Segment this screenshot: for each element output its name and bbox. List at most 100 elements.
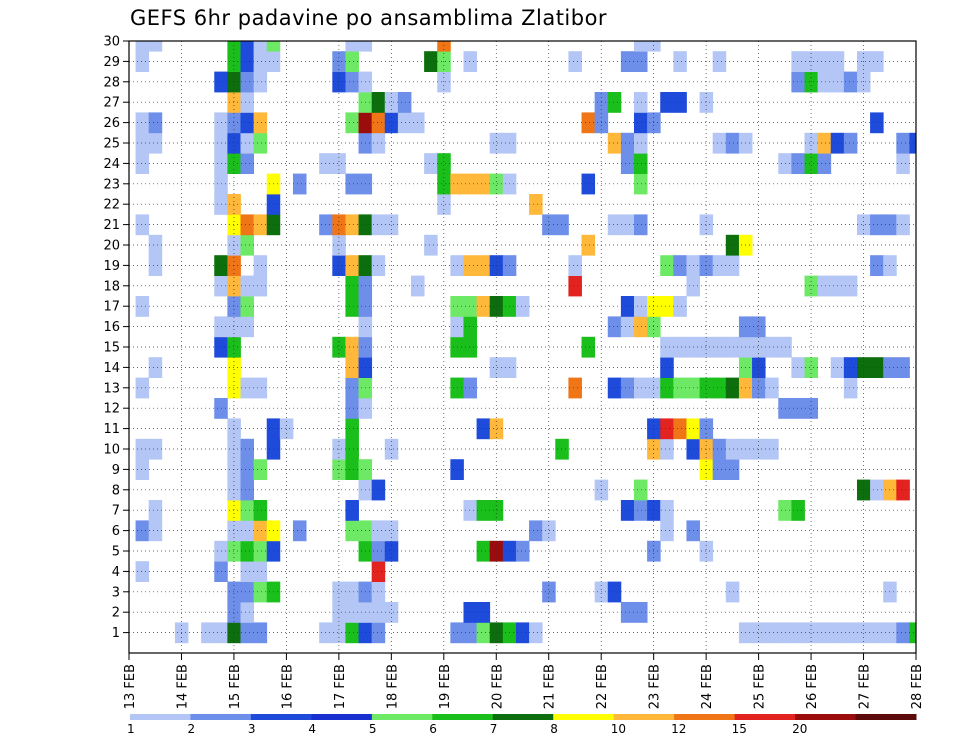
heatmap-cell — [371, 581, 386, 603]
colorbar-label: 20 — [792, 722, 807, 736]
heatmap-cell — [660, 418, 674, 440]
heatmap-cell — [227, 316, 241, 338]
heatmap-cell — [345, 438, 359, 460]
y-tick-label: 6 — [112, 524, 120, 539]
heatmap-cell — [266, 41, 281, 52]
heatmap-cell — [240, 234, 255, 256]
heatmap-cell — [843, 357, 858, 378]
heatmap-cell — [633, 500, 648, 521]
colorbar-swatch — [492, 714, 554, 720]
colorbar-swatch — [855, 714, 917, 720]
heatmap-cell — [856, 214, 871, 236]
y-tick-label: 25 — [103, 137, 120, 152]
y-tick-label: 1 — [112, 626, 120, 641]
colorbar-label: 6 — [429, 722, 437, 736]
heatmap-cell — [791, 51, 805, 72]
heatmap-cell — [227, 520, 241, 542]
colorbar-swatch — [371, 714, 433, 720]
heatmap-cell — [712, 255, 727, 276]
heatmap-cell — [870, 255, 884, 276]
heatmap-cell — [673, 92, 687, 113]
x-tick-label: 25 FEB — [753, 664, 768, 709]
heatmap-cell — [817, 51, 832, 72]
y-tick-label: 24 — [103, 157, 120, 172]
heatmap-cell — [240, 602, 255, 623]
heatmap-cell — [660, 255, 674, 276]
heatmap-cell — [227, 418, 241, 440]
heatmap-cell — [843, 132, 858, 154]
heatmap-cell — [345, 377, 359, 399]
heatmap-cell — [227, 41, 241, 52]
colorbar-swatch — [795, 714, 857, 720]
heatmap-cell — [620, 132, 635, 154]
heatmap-cell — [725, 459, 740, 480]
heatmap-cell — [633, 602, 648, 623]
heatmap-cell — [633, 51, 648, 72]
heatmap-cell — [148, 112, 163, 134]
heatmap-cell — [345, 51, 359, 72]
heatmap-cell — [476, 418, 491, 440]
heatmap-cell — [620, 377, 635, 399]
heatmap-cell — [227, 92, 241, 113]
heatmap-cell — [358, 41, 373, 52]
heatmap-cell — [148, 438, 163, 460]
heatmap-cell — [568, 275, 582, 297]
heatmap-cell — [856, 357, 871, 378]
heatmap-cell — [240, 581, 255, 603]
x-tick-label: 18 FEB — [385, 664, 400, 709]
y-tick-label: 21 — [103, 218, 120, 233]
heatmap-cell — [568, 377, 582, 399]
colorbar-label: 3 — [248, 722, 256, 736]
heatmap-cells — [135, 41, 917, 644]
heatmap-cell — [896, 214, 910, 236]
y-tick-label: 5 — [112, 545, 120, 560]
heatmap-cell — [673, 51, 687, 72]
heatmap-cell — [817, 132, 832, 154]
colorbar-swatch — [553, 714, 615, 720]
heatmap-cell — [384, 540, 399, 562]
heatmap-cell — [279, 418, 294, 440]
heatmap-cell — [345, 602, 359, 623]
heatmap-cell — [240, 112, 255, 134]
heatmap-cell — [476, 296, 491, 317]
heatmap-cell — [699, 336, 714, 358]
heatmap-cell — [633, 153, 648, 174]
heatmap-cell — [870, 51, 884, 72]
heatmap-cell — [896, 153, 910, 174]
heatmap-cell — [240, 316, 255, 338]
heatmap-cell — [489, 540, 504, 562]
heatmap-cell — [752, 316, 766, 338]
heatmap-cell — [345, 41, 359, 52]
x-tick-label: 26 FEB — [805, 664, 820, 709]
heatmap-cell — [817, 275, 832, 297]
heatmap-cell — [201, 622, 215, 644]
heatmap-cell — [135, 377, 150, 399]
y-tick-label: 17 — [103, 300, 120, 315]
heatmap-cell — [620, 500, 635, 521]
y-tick-label: 3 — [112, 585, 120, 600]
y-tick-label: 28 — [103, 75, 120, 90]
heatmap-cell — [843, 622, 858, 644]
heatmap-cell — [725, 336, 740, 358]
heatmap-cell — [673, 418, 687, 440]
heatmap-cell — [660, 520, 674, 542]
y-tick-label: 27 — [103, 96, 120, 111]
y-tick-label: 16 — [103, 320, 120, 335]
heatmap-cell — [725, 377, 740, 399]
heatmap-cell — [620, 602, 635, 623]
heatmap-cell — [345, 398, 359, 419]
heatmap-cell — [607, 581, 622, 603]
heatmap-cell — [529, 520, 543, 542]
heatmap-cell — [135, 296, 150, 317]
heatmap-cell — [529, 622, 543, 644]
heatmap-cell — [843, 275, 858, 297]
y-tick-label: 29 — [103, 55, 120, 70]
heatmap-cell — [476, 540, 491, 562]
y-tick-label: 2 — [112, 606, 120, 621]
heatmap-cell — [424, 51, 438, 72]
y-tick-label: 13 — [103, 381, 120, 396]
heatmap-cell — [227, 112, 241, 134]
heatmap-cell — [135, 51, 150, 72]
x-tick-label: 22 FEB — [595, 664, 610, 709]
y-tick-label: 14 — [103, 361, 120, 376]
